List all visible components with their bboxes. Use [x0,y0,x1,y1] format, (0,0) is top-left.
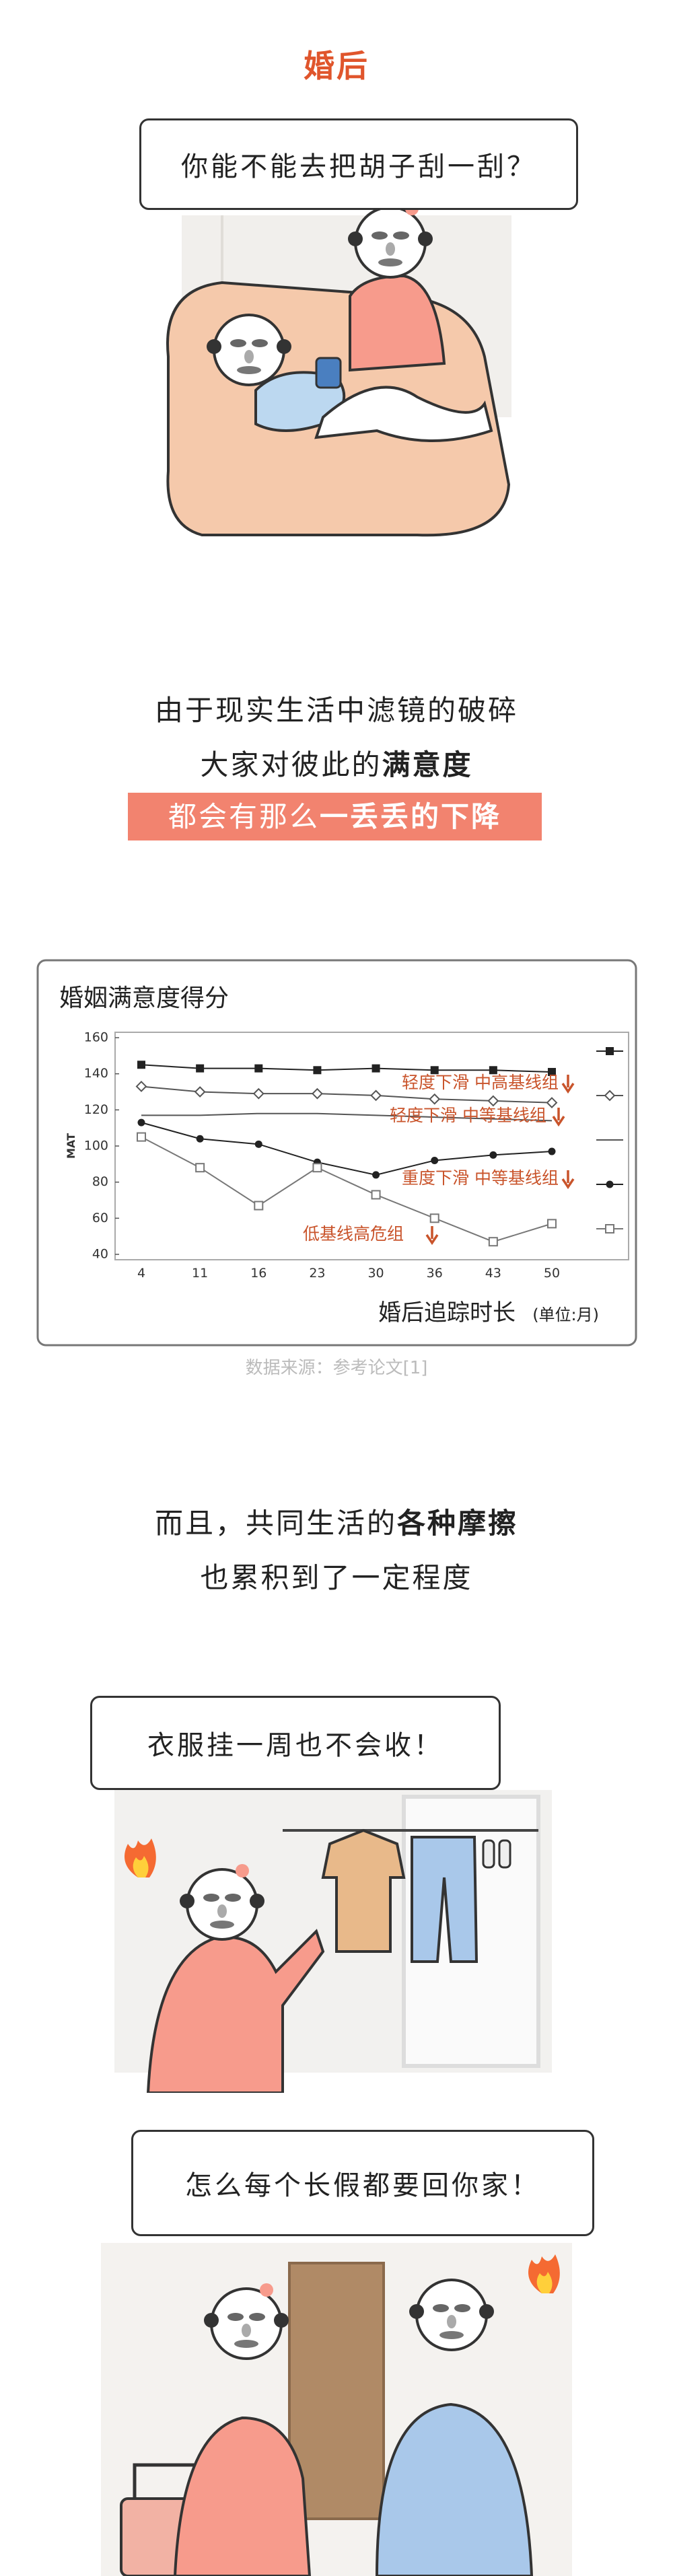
series-line [141,1085,553,1104]
label-arrow [561,1075,575,1094]
point [430,1066,439,1075]
x-axis-label: 婚后追踪时长 [378,1299,516,1326]
point [548,1067,556,1076]
point [312,1087,323,1100]
series-line [141,1064,553,1073]
point [312,1163,322,1173]
point [370,1089,382,1102]
y-tick-label: 80 [92,1174,108,1189]
text-bold: 满意度 [382,748,473,781]
point [431,1156,439,1164]
point [252,1087,264,1100]
x-axis-unit: (单位:月) [532,1305,599,1324]
bubble-text: 衣服挂一周也不会收！ [147,1730,444,1761]
x-tick-label: 23 [309,1266,325,1281]
chart-title: 婚姻满意度得分 [59,985,229,1012]
text-line: 而且，共同生活的各种摩擦 [0,1501,673,1542]
chart: 婚姻满意度得分 40 60 80 100 120 140 160 4 11 16 23 30 36 43 5… [36,959,637,1347]
point [489,1151,497,1159]
text: 都会有那么 [168,800,320,833]
y-tick-label: 120 [84,1102,108,1117]
legend-marker [606,1047,614,1055]
text-line: 由于现实生活中滤镜的破碎 [0,688,673,729]
point [429,1093,441,1105]
text-line: 也累积到了一定程度 [0,1555,673,1596]
text: 而且，共同生活的 [154,1507,397,1540]
point [547,1219,557,1229]
text-line: 大家对彼此的满意度 [0,742,673,783]
point [196,1064,205,1073]
speech-bubble: 你能不能去把胡子刮一刮？ [139,118,578,210]
text: 由于现实生活中滤镜的破碎 [154,694,518,727]
section-title: 婚后 [304,48,369,84]
point [548,1147,556,1155]
point [137,1061,145,1069]
point [371,1190,381,1200]
chart-card [36,959,637,1347]
point [194,1086,206,1098]
illustration-laundry [114,1790,552,2093]
point [313,1066,322,1075]
label-arrow [552,1108,565,1127]
series-line [141,1112,553,1122]
point [254,1140,262,1148]
text: 也累积到了一定程度 [200,1561,473,1594]
point [135,1081,147,1092]
text-bold: 各种摩擦 [397,1507,519,1540]
point [137,1118,145,1126]
series-label: 轻度下滑 中高基线组 [402,1073,559,1092]
point [195,1163,205,1173]
legend-marker [604,1089,616,1102]
speech-bubble: 怎么每个长假都要回你家！ [131,2130,594,2236]
x-tick-label: 4 [137,1266,145,1281]
point [546,1097,558,1109]
y-axis-label: MAT [65,1133,77,1159]
text: 大家对彼此的 [200,748,382,781]
point [372,1171,380,1179]
point [429,1213,439,1223]
x-tick-label: 50 [544,1266,560,1281]
series-line [141,1122,553,1176]
source: 数据来源：参考论文[1] [245,1358,428,1378]
bubble-text: 怎么每个长假都要回你家！ [185,2170,540,2201]
illustration-holiday [101,2243,572,2576]
y-tick-label: 60 [92,1211,108,1225]
label-arrow [425,1226,439,1246]
series-line [141,1136,553,1243]
point [371,1064,380,1073]
x-tick-label: 30 [367,1266,384,1281]
point [254,1201,264,1211]
illustration-sofa [166,202,511,537]
series-label: 轻度下滑 中等基线组 [390,1106,546,1125]
series-label: 重度下滑 中等基线组 [402,1168,559,1188]
y-tick-label: 160 [84,1030,108,1045]
series-label: 低基线高危组 [303,1224,404,1244]
x-tick-label: 16 [250,1266,267,1281]
y-tick-label: 140 [84,1066,108,1081]
legend-marker [605,1224,614,1233]
label-arrow [561,1170,575,1190]
highlight-line: 都会有那么一丢丢的下降 [128,793,542,840]
point [254,1064,263,1073]
x-tick-label: 11 [192,1266,208,1281]
legend-marker [606,1180,614,1188]
x-tick-label: 36 [427,1266,443,1281]
speech-bubble: 衣服挂一周也不会收！ [90,1696,501,1790]
point [489,1066,497,1075]
point [196,1135,204,1143]
y-tick-label: 40 [92,1247,108,1262]
text-bold: 一丢丢的下降 [320,800,502,833]
point [137,1132,146,1142]
point [487,1095,499,1107]
bubble-text: 你能不能去把胡子刮一刮？ [181,151,536,182]
point [488,1237,498,1247]
y-tick-label: 100 [84,1139,108,1153]
x-tick-label: 43 [485,1266,501,1281]
